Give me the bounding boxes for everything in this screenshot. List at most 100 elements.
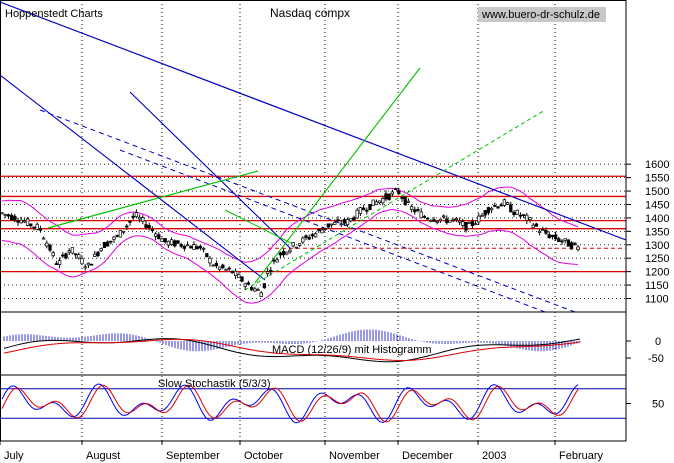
candle-body xyxy=(541,229,545,231)
candle-body xyxy=(147,225,151,228)
candle-body xyxy=(3,213,7,216)
candle-body xyxy=(99,248,103,252)
candle-body xyxy=(381,198,385,204)
candle-body xyxy=(137,216,142,220)
candle-body xyxy=(134,212,139,218)
candle-body xyxy=(285,251,289,255)
candle-body xyxy=(393,188,398,190)
candle-body xyxy=(67,250,71,253)
candle-body xyxy=(25,218,30,226)
candle-body xyxy=(278,252,283,256)
y-tick-label: 1550 xyxy=(645,173,669,185)
candle-body xyxy=(83,266,87,269)
candle-body xyxy=(307,237,311,240)
stochastic-d-line xyxy=(1,384,579,423)
candle-body xyxy=(448,219,452,223)
candle-body xyxy=(557,238,561,242)
candle-body xyxy=(163,238,167,243)
candle-body xyxy=(176,240,180,244)
candle-body xyxy=(29,223,33,227)
candle-body xyxy=(262,283,267,289)
candle-body xyxy=(525,214,529,221)
y-tick-label: 1500 xyxy=(645,186,669,198)
candle-body xyxy=(521,214,526,216)
candle-body xyxy=(390,191,395,195)
candle-body xyxy=(515,209,519,215)
candle-body xyxy=(451,218,455,221)
candle-body xyxy=(112,236,116,240)
candle-body xyxy=(57,260,62,265)
candle-body xyxy=(441,215,446,218)
website-badge xyxy=(478,7,606,22)
candle-body xyxy=(230,270,235,274)
x-month-label: July xyxy=(4,450,24,462)
candle-body xyxy=(144,224,148,228)
candle-body xyxy=(35,223,39,230)
y-tick-label: 1400 xyxy=(645,213,669,225)
y-tick-label: 1200 xyxy=(645,267,669,279)
candle-body xyxy=(464,222,468,231)
candle-body xyxy=(265,271,270,274)
candle-body xyxy=(339,223,343,226)
candle-body xyxy=(41,237,46,240)
candle-body xyxy=(160,238,164,242)
candle-body xyxy=(237,274,241,279)
candle-body xyxy=(131,215,135,218)
candle-body xyxy=(470,221,475,227)
candle-body xyxy=(294,246,299,249)
candle-body xyxy=(208,257,212,264)
candle-body xyxy=(435,221,439,223)
dashed-trend-line xyxy=(119,149,546,313)
x-month-label: August xyxy=(86,450,120,462)
downtrend-channel-line xyxy=(0,74,266,281)
candle-body xyxy=(77,254,81,259)
candle-body xyxy=(531,224,535,229)
candle-body xyxy=(326,223,331,228)
macd-title: MACD (12/26/9) mit Histogramm xyxy=(272,344,432,356)
candle-body xyxy=(499,204,503,207)
macd-tick-label: -50 xyxy=(648,353,664,365)
candle-body xyxy=(489,207,494,211)
candle-body xyxy=(125,225,129,228)
plot-border xyxy=(0,0,627,442)
candle-body xyxy=(291,242,295,247)
candle-body xyxy=(400,196,404,199)
y-tick-label: 1300 xyxy=(645,240,669,252)
candle-body xyxy=(409,206,414,210)
x-month-label: February xyxy=(559,450,604,462)
candle-body xyxy=(281,250,286,256)
x-month-label: November xyxy=(329,450,380,462)
candle-body xyxy=(349,218,353,222)
candle-body xyxy=(93,253,97,257)
y-tick-label: 1350 xyxy=(645,226,669,238)
candle-body xyxy=(166,240,171,246)
candle-body xyxy=(89,263,94,266)
candle-body xyxy=(205,253,209,258)
candle-body xyxy=(32,226,36,229)
candle-body xyxy=(19,219,23,224)
candle-body xyxy=(371,199,375,207)
candle-body xyxy=(233,270,238,276)
y-tick-label: 1600 xyxy=(645,159,669,171)
candle-body xyxy=(505,202,510,205)
candle-body xyxy=(384,193,388,200)
candle-body xyxy=(105,241,110,247)
candle-body xyxy=(288,249,292,253)
long-downtrend-line xyxy=(0,1,627,241)
website-label: www.buero-dr-schulz.de xyxy=(481,9,600,21)
candle-body xyxy=(467,222,471,224)
candle-body xyxy=(416,209,420,211)
candle-body xyxy=(115,235,119,237)
candle-body xyxy=(329,223,334,226)
candle-body xyxy=(109,240,113,243)
candle-body xyxy=(560,240,564,243)
candle-body xyxy=(537,230,542,233)
x-month-label: October xyxy=(244,450,283,462)
candle-body xyxy=(432,219,436,222)
candle-body xyxy=(269,269,273,272)
candle-body xyxy=(80,258,84,265)
candle-body xyxy=(61,254,65,257)
stochastic-panel xyxy=(0,383,626,424)
candle-body xyxy=(403,196,407,206)
